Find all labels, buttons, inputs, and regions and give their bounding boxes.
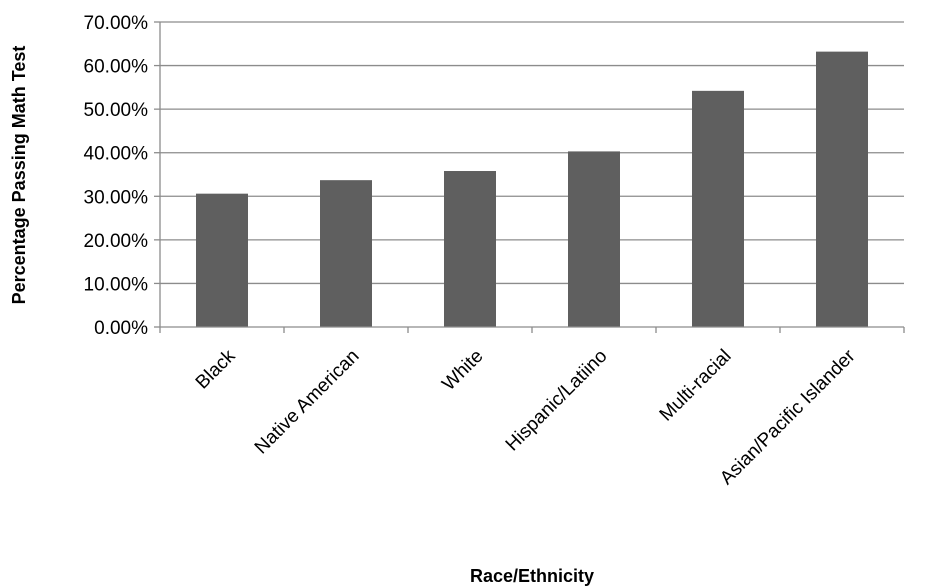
y-tick-labels: 0.00% 10.00% 20.00% 30.00% 40.00% 50.00% 60.00… [84,13,149,339]
bar [196,193,248,327]
x-tick-labels: Black Native American White Hispanic/Latiin… [192,345,860,489]
bar [444,171,496,327]
bar [320,180,372,327]
y-axis-title: Percentage Passing Math Test [9,46,29,305]
y-tick-label: 40.00% [84,144,149,165]
bar [692,90,744,327]
x-tick-label: Native American [251,346,364,459]
gridlines [160,21,904,285]
x-tick-label: Asian/Pacific Islander [716,345,860,489]
bars [196,51,868,327]
x-tick-label: White [438,346,487,395]
y-tick-label: 50.00% [84,100,149,121]
x-tick-label: Hispanic/Latiino [502,346,612,456]
x-tick-label: Multi-racial [656,346,736,426]
axes [154,21,905,333]
bar [568,151,620,327]
y-tick-label: 0.00% [94,318,148,339]
x-axis-title: Race/Ethnicity [470,566,594,586]
y-tick-label: 70.00% [84,13,149,34]
y-tick-label: 20.00% [84,231,149,252]
y-tick-label: 30.00% [84,187,149,208]
y-tick-label: 10.00% [84,274,149,295]
y-tick-label: 60.00% [84,57,149,78]
bar [816,51,868,327]
x-tick-label: Black [192,345,240,393]
